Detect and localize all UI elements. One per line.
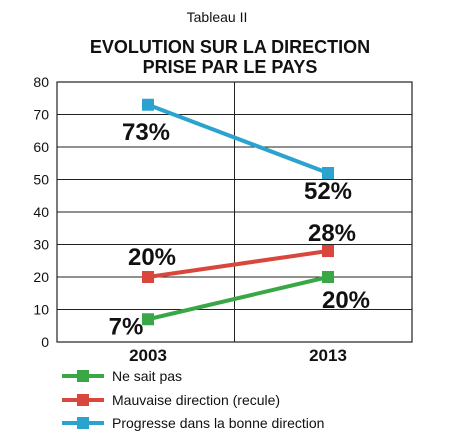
legend-swatch-marker xyxy=(77,394,89,406)
chart-supertitle: Tableau II xyxy=(187,9,248,25)
y-tick-label: 0 xyxy=(41,334,49,350)
y-tick-label: 60 xyxy=(33,139,49,155)
legend-swatch-marker xyxy=(77,417,89,429)
data-point-marker xyxy=(322,271,334,283)
legend-label: Ne sait pas xyxy=(112,368,182,384)
y-tick-label: 80 xyxy=(33,74,49,90)
plot-frame xyxy=(56,81,413,343)
x-tick-label: 2003 xyxy=(129,346,167,365)
data-point-marker xyxy=(322,167,334,179)
y-tick-label: 70 xyxy=(33,107,49,123)
y-tick-label: 50 xyxy=(33,172,49,188)
data-label: 52% xyxy=(304,178,352,205)
plot-area: 0 10 20 30 40 50 60 70 80 2003 2013 7% 20% 20% 28% 73% 5… xyxy=(33,74,413,365)
series-line xyxy=(147,275,329,322)
series-line xyxy=(147,102,329,175)
chart-title-line-2: PRISE PAR LE PAYS xyxy=(143,57,318,77)
legend: Ne sait pas Mauvaise direction (recule) Pr… xyxy=(62,368,324,431)
legend-label: Progresse dans la bonne direction xyxy=(112,415,324,431)
data-label: 20% xyxy=(128,244,176,271)
data-point-marker xyxy=(142,313,154,326)
y-tick-label: 10 xyxy=(33,302,49,318)
data-point-marker xyxy=(322,245,334,257)
y-tick-label: 20 xyxy=(33,269,49,285)
y-tick-label: 40 xyxy=(33,204,49,220)
data-label: 7% xyxy=(109,313,144,340)
data-label: 20% xyxy=(322,287,370,314)
series-line xyxy=(147,249,329,279)
data-point-marker xyxy=(142,271,154,283)
data-label: 73% xyxy=(122,119,170,146)
x-tick-label: 2013 xyxy=(309,346,347,365)
data-label: 28% xyxy=(308,220,356,247)
y-tick-label: 30 xyxy=(33,237,49,253)
chart-title-line-1: EVOLUTION SUR LA DIRECTION xyxy=(90,37,370,57)
data-point-marker xyxy=(142,98,154,111)
legend-label: Mauvaise direction (recule) xyxy=(112,392,280,408)
legend-swatch-marker xyxy=(77,370,89,382)
